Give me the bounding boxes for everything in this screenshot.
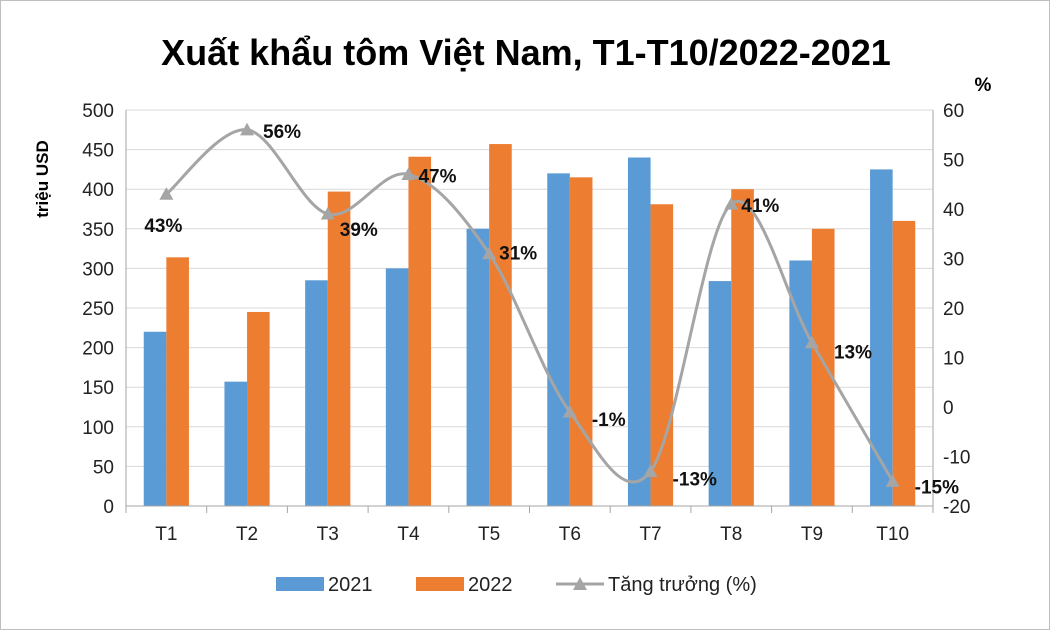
- growth-data-label: 43%: [144, 216, 182, 237]
- x-tick-label: T7: [639, 524, 661, 545]
- growth-data-label: -1%: [592, 410, 626, 431]
- x-tick-label: T9: [801, 524, 823, 545]
- growth-marker: [159, 187, 174, 200]
- x-tick-label: T8: [720, 524, 742, 545]
- x-tick-label: T2: [236, 524, 258, 545]
- bar-2022: [569, 177, 593, 506]
- chart-title: Xuất khẩu tôm Việt Nam, T1-T10/2022-2021: [161, 32, 891, 73]
- growth-data-label: 56%: [263, 122, 301, 143]
- bar-2021: [224, 381, 248, 506]
- growth-marker: [401, 167, 416, 180]
- x-tick-label: T6: [559, 524, 581, 545]
- growth-data-label: 41%: [741, 196, 779, 217]
- y2-tick-label: -10: [943, 448, 970, 469]
- growth-marker: [804, 335, 819, 349]
- growth-marker: [320, 206, 335, 220]
- axes: 0 50 100 150 200 250 300 350 400 450 500 -20 -10 0 10 2…: [82, 101, 970, 545]
- y2-axis-title: %: [975, 75, 992, 96]
- legend-swatch-2021: [276, 577, 324, 591]
- y2-tick-label: 20: [943, 299, 964, 320]
- bar-2021: [466, 228, 490, 507]
- bar-2022: [247, 311, 270, 506]
- y-tick-label: 400: [82, 180, 114, 201]
- growth-marker: [562, 404, 577, 418]
- growth-data-label: -15%: [915, 477, 959, 498]
- y2-tick-label: 10: [943, 349, 964, 370]
- bar-2022: [408, 156, 432, 506]
- y2-tick-label: 30: [943, 250, 964, 271]
- growth-data-label: -13%: [673, 469, 717, 490]
- growth-marker: [240, 122, 255, 136]
- y-tick-label: 150: [82, 378, 114, 399]
- growth-marker: [482, 246, 497, 260]
- bar-2022: [731, 189, 754, 506]
- bar-2021: [547, 173, 570, 507]
- legend-swatch-2022: [416, 577, 464, 591]
- y2-tick-label: 50: [943, 151, 964, 172]
- growth-marker: [885, 474, 900, 487]
- x-tick-label: T1: [155, 524, 177, 545]
- legend-label-2022: 2022: [468, 574, 513, 596]
- bar-2022: [892, 220, 916, 506]
- legend-marker-growth: [573, 577, 587, 590]
- y2-tick-label: 40: [943, 200, 964, 221]
- y-tick-label: 200: [82, 339, 114, 360]
- y2-tick-label: 60: [943, 101, 964, 122]
- growth-data-label: 13%: [834, 343, 872, 364]
- bar-2021: [627, 157, 651, 506]
- bar-2021: [305, 280, 328, 506]
- y-tick-label: 300: [82, 259, 114, 280]
- y2-tick-label: 0: [943, 398, 954, 419]
- y-tick-label: 500: [82, 101, 114, 122]
- y-axis-title: triệu USD: [33, 140, 52, 217]
- x-tick-label: T3: [317, 524, 339, 545]
- y2-tick-label: -20: [943, 497, 970, 518]
- growth-line-path: [165, 128, 894, 484]
- bar-2021: [143, 331, 167, 506]
- bar-2022: [327, 191, 351, 507]
- growth-data-label: 39%: [340, 220, 378, 241]
- y-tick-label: 100: [82, 418, 114, 439]
- bar-2022: [811, 228, 835, 507]
- legend-label-growth: Tăng trưởng (%): [608, 574, 757, 596]
- legend: 2021 2022 Tăng trưởng (%): [276, 574, 757, 596]
- y-tick-label: 350: [82, 220, 114, 241]
- bar-2021: [870, 169, 893, 506]
- y-tick-label: 50: [93, 457, 114, 478]
- bar-2022: [166, 257, 189, 506]
- growth-marker: [643, 464, 658, 477]
- bar-2021: [708, 281, 732, 506]
- bar-2021: [385, 268, 409, 506]
- growth-data-label: 47%: [418, 166, 456, 187]
- data-labels: 43% 56% 39% 47% 31% -1% -13% 41% 13% -15%: [144, 122, 959, 498]
- y-tick-label: 0: [103, 497, 114, 518]
- growth-line: [159, 122, 900, 487]
- x-tick-label: T5: [478, 524, 500, 545]
- y-tick-label: 450: [82, 141, 114, 162]
- x-tick-label: T4: [397, 524, 420, 545]
- legend-label-2021: 2021: [328, 574, 373, 596]
- growth-data-label: 31%: [499, 244, 537, 265]
- bars: [143, 144, 916, 507]
- bar-2022: [489, 144, 512, 506]
- bar-2021: [789, 260, 812, 506]
- bar-2022: [650, 204, 674, 507]
- growth-marker: [724, 197, 739, 210]
- y-tick-label: 250: [82, 299, 114, 320]
- x-tick-label: T10: [876, 524, 909, 545]
